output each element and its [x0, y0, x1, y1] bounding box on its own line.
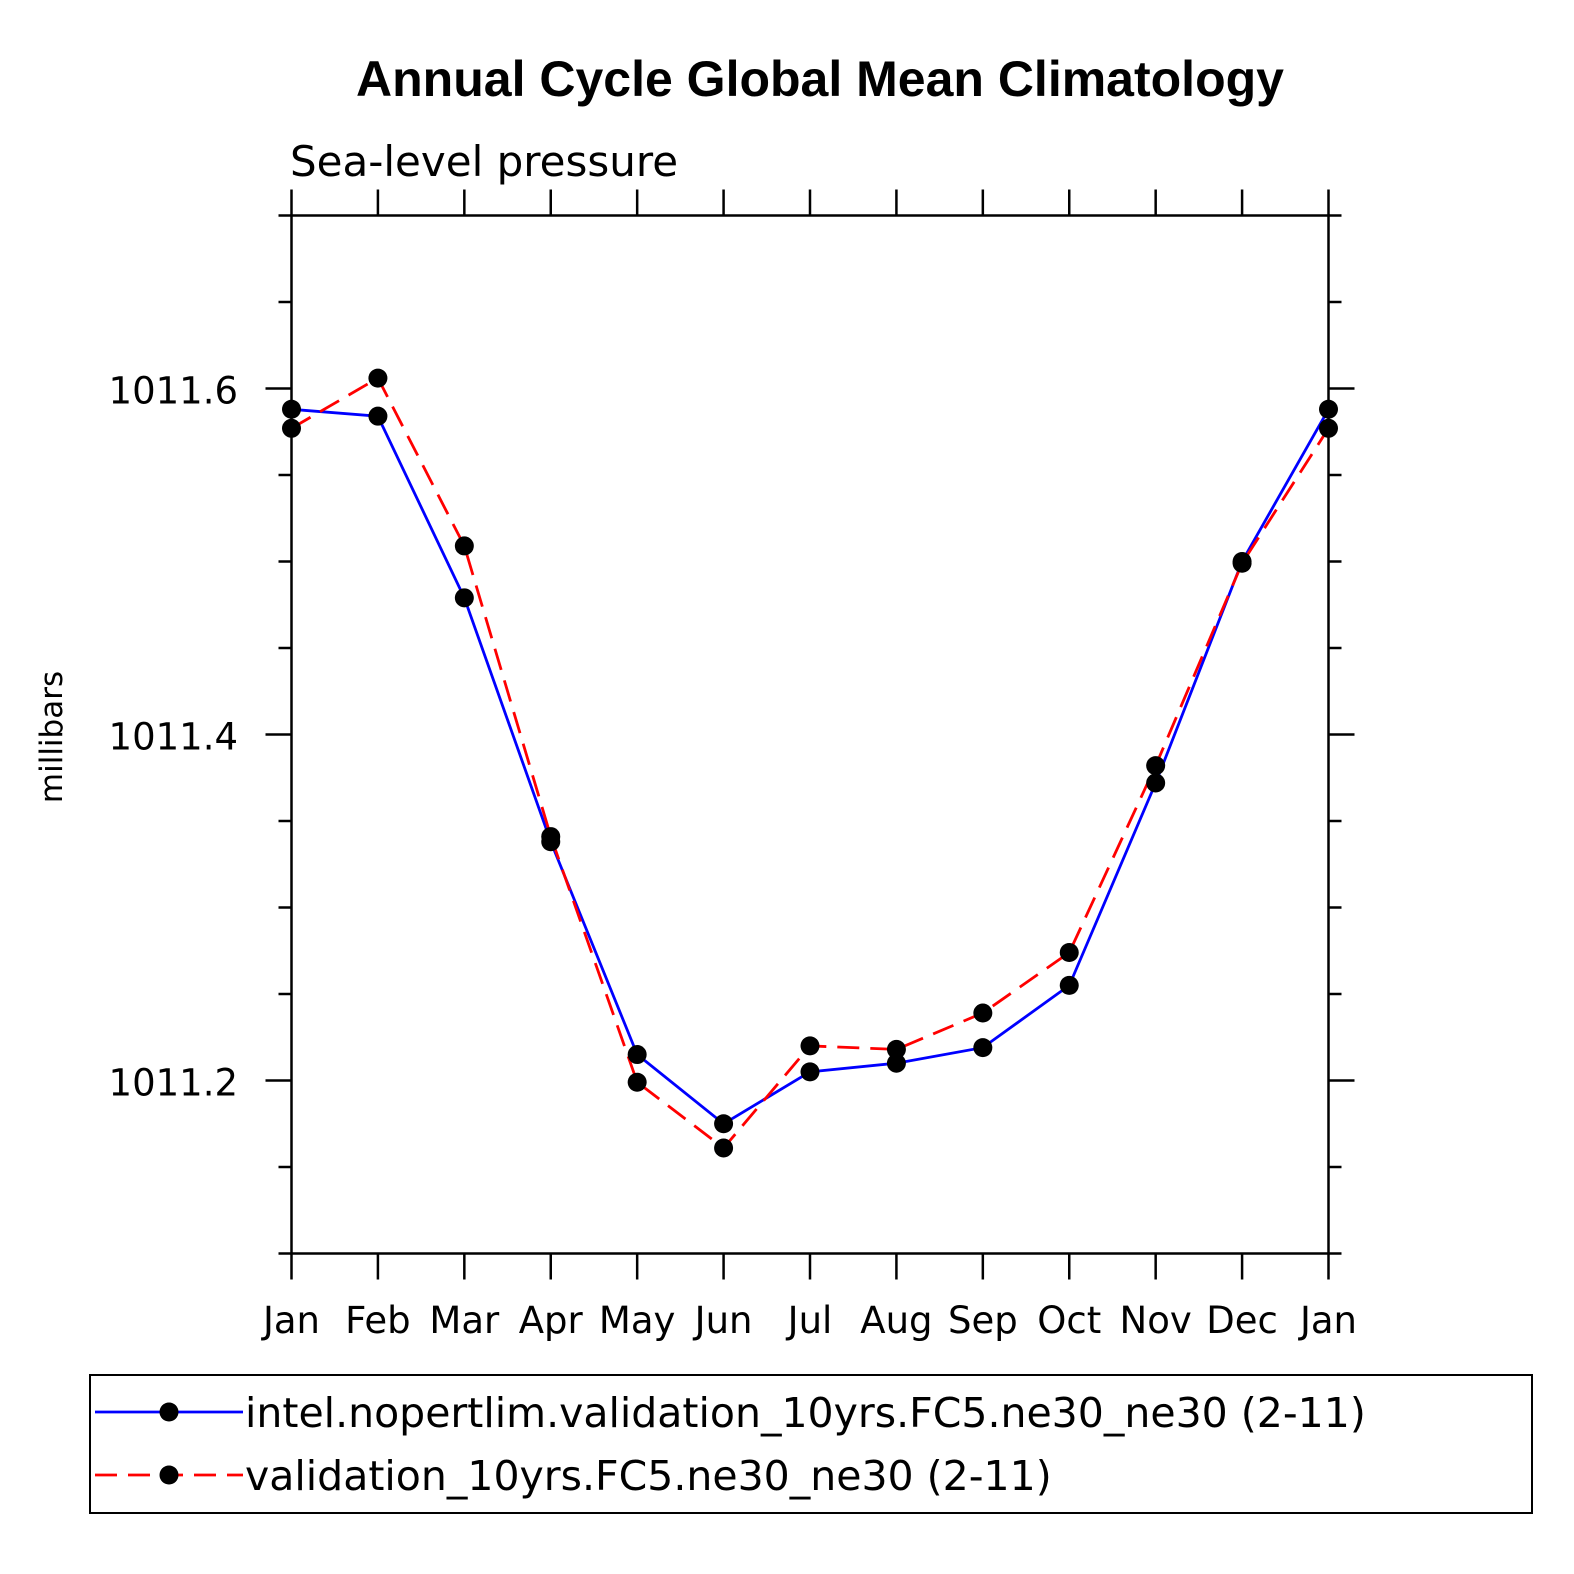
legend-label: intel.nopertlim.validation_10yrs.FC5.ne3… [245, 1389, 1366, 1437]
x-tick-label: Feb [345, 1299, 411, 1342]
x-tick-label: Apr [519, 1299, 584, 1342]
legend: intel.nopertlim.validation_10yrs.FC5.ne3… [89, 1374, 1533, 1514]
data-point [1059, 975, 1079, 995]
legend-marker [159, 1465, 179, 1485]
data-point [800, 1062, 820, 1082]
y-tick-label: 1011.2 [109, 1062, 238, 1105]
series-points [282, 368, 1338, 1158]
data-point [886, 1053, 906, 1073]
x-tick-label: Jun [693, 1299, 753, 1342]
x-tick-label: Oct [1037, 1299, 1101, 1342]
x-tick-label: Sep [948, 1299, 1018, 1342]
axis-ticks [265, 189, 1355, 1280]
data-point [800, 1036, 820, 1056]
y-tick-label: 1011.4 [109, 716, 238, 759]
x-tick-label: Dec [1206, 1299, 1278, 1342]
data-point [1146, 773, 1166, 793]
data-point [282, 418, 301, 438]
legend-box [89, 1374, 1533, 1514]
series-lines [290, 376, 1330, 1150]
data-point [454, 588, 474, 608]
data-point [541, 827, 561, 847]
x-tick-label: Jul [786, 1299, 833, 1342]
data-point [627, 1072, 647, 1092]
legend-label: validation_10yrs.FC5.ne30_ne30 (2-11) [245, 1452, 1052, 1500]
y-tick-label: 1011.6 [109, 370, 238, 413]
data-point [1319, 399, 1338, 419]
x-tick-label: Jan [1298, 1299, 1357, 1342]
data-point [368, 368, 388, 388]
data-point [1232, 553, 1252, 573]
data-point [973, 1038, 993, 1058]
series-line-1 [291, 407, 1330, 1126]
x-tick-labels: Jan Feb Mar Apr May Jun Jul Aug Sep Oct Nov Dec Jan [261, 1299, 1357, 1342]
y-axis-label: millibars [34, 671, 70, 803]
data-point [714, 1114, 734, 1134]
data-point [1059, 942, 1079, 962]
data-point [282, 399, 301, 419]
plot-frame [290, 214, 1330, 1255]
data-point [454, 536, 474, 556]
data-point [886, 1039, 906, 1059]
y-tick-labels: 1011.2 1011.4 1011.6 [109, 370, 238, 1105]
data-point [1319, 418, 1338, 438]
chart-title: Annual Cycle Global Mean Climatology [356, 51, 1284, 107]
legend-marker [159, 1402, 179, 1422]
x-tick-label: May [599, 1299, 676, 1342]
data-point [627, 1045, 647, 1065]
data-point [973, 1003, 993, 1023]
chart-subtitle: Sea-level pressure [290, 137, 678, 186]
x-tick-label: Nov [1120, 1299, 1192, 1342]
x-tick-label: Jan [261, 1299, 320, 1342]
data-point [1146, 756, 1166, 776]
x-tick-label: Mar [429, 1299, 500, 1342]
data-point [714, 1138, 734, 1158]
data-point [368, 406, 388, 426]
series-line-2 [290, 376, 1330, 1150]
x-tick-label: Aug [860, 1299, 932, 1342]
